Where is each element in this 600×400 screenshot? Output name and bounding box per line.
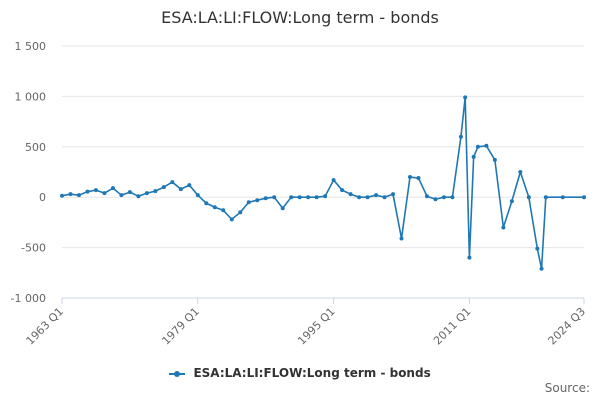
data-point[interactable] <box>501 225 506 230</box>
data-point[interactable] <box>127 190 132 195</box>
data-point[interactable] <box>76 193 81 198</box>
data-point[interactable] <box>102 191 107 196</box>
data-point[interactable] <box>297 195 302 200</box>
series-group <box>60 95 586 271</box>
data-point[interactable] <box>391 192 396 197</box>
x-axis-ticks: 1963 Q1 1979 Q1 1995 Q1 2011 Q1 2024 Q3 <box>24 298 589 348</box>
y-tick-label: 1 000 <box>15 90 47 103</box>
data-point[interactable] <box>110 186 115 191</box>
data-point[interactable] <box>289 195 294 200</box>
source-label: Source: <box>544 381 590 395</box>
x-tick-label: 1995 Q1 <box>295 305 338 348</box>
data-point[interactable] <box>170 180 175 185</box>
data-point[interactable] <box>60 193 64 198</box>
data-point[interactable] <box>560 195 565 200</box>
data-point[interactable] <box>144 191 149 196</box>
x-tick-label: 2024 Q3 <box>546 305 589 348</box>
legend-label: ESA:LA:LI:FLOW:Long term - bonds <box>193 366 431 380</box>
data-point[interactable] <box>272 195 277 200</box>
data-point[interactable] <box>263 196 268 201</box>
data-point[interactable] <box>526 195 531 200</box>
data-point[interactable] <box>68 192 73 197</box>
data-point[interactable] <box>255 198 260 203</box>
data-point[interactable] <box>582 195 586 200</box>
data-point[interactable] <box>93 188 98 193</box>
x-tick-label: 2011 Q1 <box>431 305 474 348</box>
y-tick-label: -500 <box>21 242 46 255</box>
data-point[interactable] <box>433 197 438 202</box>
data-point[interactable] <box>85 189 90 194</box>
data-point[interactable] <box>399 236 404 241</box>
legend-line-icon <box>169 370 186 377</box>
data-point[interactable] <box>441 195 446 200</box>
data-point[interactable] <box>229 217 234 222</box>
data-point[interactable] <box>161 185 166 190</box>
data-point[interactable] <box>535 246 540 251</box>
data-point[interactable] <box>280 206 285 211</box>
data-point[interactable] <box>408 175 412 180</box>
data-point[interactable] <box>492 157 497 162</box>
data-point[interactable] <box>331 178 336 183</box>
chart-grid <box>62 45 584 299</box>
data-point[interactable] <box>463 95 468 100</box>
data-point[interactable] <box>204 201 209 206</box>
data-point[interactable] <box>374 193 379 198</box>
data-point[interactable] <box>509 199 514 204</box>
data-point[interactable] <box>238 210 243 215</box>
data-point[interactable] <box>187 183 192 188</box>
x-tick-label: 1979 Q1 <box>159 305 202 348</box>
data-point[interactable] <box>153 189 158 194</box>
y-tick-label: 500 <box>25 141 46 154</box>
chart-title: ESA:LA:LI:FLOW:Long term - bonds <box>161 8 439 27</box>
data-point[interactable] <box>471 154 476 159</box>
data-point[interactable] <box>458 134 463 139</box>
y-tick-label: -1 000 <box>11 292 46 305</box>
data-point[interactable] <box>306 195 311 200</box>
data-point[interactable] <box>365 195 370 200</box>
series-line <box>61 96 584 270</box>
y-axis-ticks: 1 500 1 000 500 0 -500 -1 000 <box>11 40 46 305</box>
data-point[interactable] <box>195 193 200 198</box>
data-point[interactable] <box>467 255 472 260</box>
data-point[interactable] <box>246 200 251 205</box>
data-point[interactable] <box>450 195 455 200</box>
y-tick-label: 1 500 <box>15 40 47 53</box>
x-tick-label: 1963 Q1 <box>24 305 67 348</box>
data-point[interactable] <box>340 188 345 193</box>
data-point[interactable] <box>221 208 226 213</box>
data-point[interactable] <box>424 194 429 199</box>
data-point[interactable] <box>178 187 183 192</box>
data-point[interactable] <box>323 194 328 199</box>
data-point[interactable] <box>382 195 387 200</box>
data-point[interactable] <box>119 193 124 198</box>
data-point[interactable] <box>136 194 141 199</box>
legend[interactable]: ESA:LA:LI:FLOW:Long term - bonds <box>0 366 600 380</box>
y-tick-label: 0 <box>39 191 46 204</box>
data-point[interactable] <box>357 195 362 200</box>
data-point[interactable] <box>518 170 523 174</box>
data-point[interactable] <box>416 176 421 181</box>
data-point[interactable] <box>314 195 319 200</box>
data-point[interactable] <box>212 205 217 210</box>
data-point[interactable] <box>475 144 480 149</box>
data-point[interactable] <box>539 266 544 271</box>
data-point[interactable] <box>348 192 353 197</box>
data-point[interactable] <box>543 195 548 200</box>
data-point[interactable] <box>484 143 489 148</box>
